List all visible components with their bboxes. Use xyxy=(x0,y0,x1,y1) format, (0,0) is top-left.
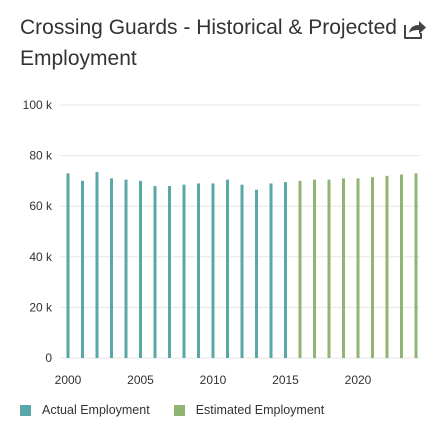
legend-item-actual[interactable]: Actual Employment xyxy=(20,403,150,417)
bar[interactable] xyxy=(211,183,215,358)
bar[interactable] xyxy=(66,173,70,358)
bar[interactable] xyxy=(255,189,258,358)
bar[interactable] xyxy=(356,178,360,358)
x-tick-label: 2020 xyxy=(345,373,372,387)
x-tick-label: 2005 xyxy=(127,373,154,387)
share-button[interactable] xyxy=(402,17,428,41)
bar[interactable] xyxy=(327,179,331,358)
bar[interactable] xyxy=(168,185,171,358)
y-tick-label: 0 xyxy=(45,351,52,365)
bar[interactable] xyxy=(124,179,128,358)
x-tick-label: 2000 xyxy=(55,373,82,387)
chart-title: Crossing Guards - Historical & Projected… xyxy=(20,16,397,70)
bar[interactable] xyxy=(284,182,287,358)
y-tick-label: 80 k xyxy=(29,149,53,163)
bar[interactable] xyxy=(197,183,200,358)
legend-label-estimated: Estimated Employment xyxy=(195,403,325,417)
bar[interactable] xyxy=(153,185,157,358)
bar[interactable] xyxy=(95,172,99,358)
legend-swatch-actual xyxy=(20,404,31,416)
y-tick-label: 40 k xyxy=(29,250,53,264)
x-tick-label: 2015 xyxy=(272,373,299,387)
bar[interactable] xyxy=(371,177,374,358)
bar[interactable] xyxy=(313,179,316,358)
legend-swatch-estimated xyxy=(173,404,185,416)
bar[interactable] xyxy=(269,183,273,358)
x-tick-label: 2010 xyxy=(200,373,227,387)
bar[interactable] xyxy=(139,180,142,358)
share-icon xyxy=(404,21,426,39)
chart-legend: Actual Employment Estimated Employment xyxy=(20,401,348,419)
bar[interactable] xyxy=(385,175,389,358)
bar[interactable] xyxy=(298,180,302,358)
bar[interactable] xyxy=(226,179,229,358)
bar[interactable] xyxy=(110,178,113,358)
bar[interactable] xyxy=(240,184,244,358)
y-tick-label: 60 k xyxy=(29,199,53,213)
bar[interactable] xyxy=(414,173,418,358)
bar[interactable] xyxy=(400,174,403,358)
bar[interactable] xyxy=(81,180,84,358)
bar[interactable] xyxy=(182,184,186,358)
legend-item-estimated[interactable]: Estimated Employment xyxy=(173,403,325,417)
y-tick-label: 100 k xyxy=(23,98,53,112)
legend-label-actual: Actual Employment xyxy=(42,403,150,417)
y-tick-label: 20 k xyxy=(29,300,53,314)
bar[interactable] xyxy=(342,178,345,358)
chart-plot: 0 20 k 40 k 60 k 80 k 100 k 2000 2005 2010 2015 20… xyxy=(23,98,420,387)
